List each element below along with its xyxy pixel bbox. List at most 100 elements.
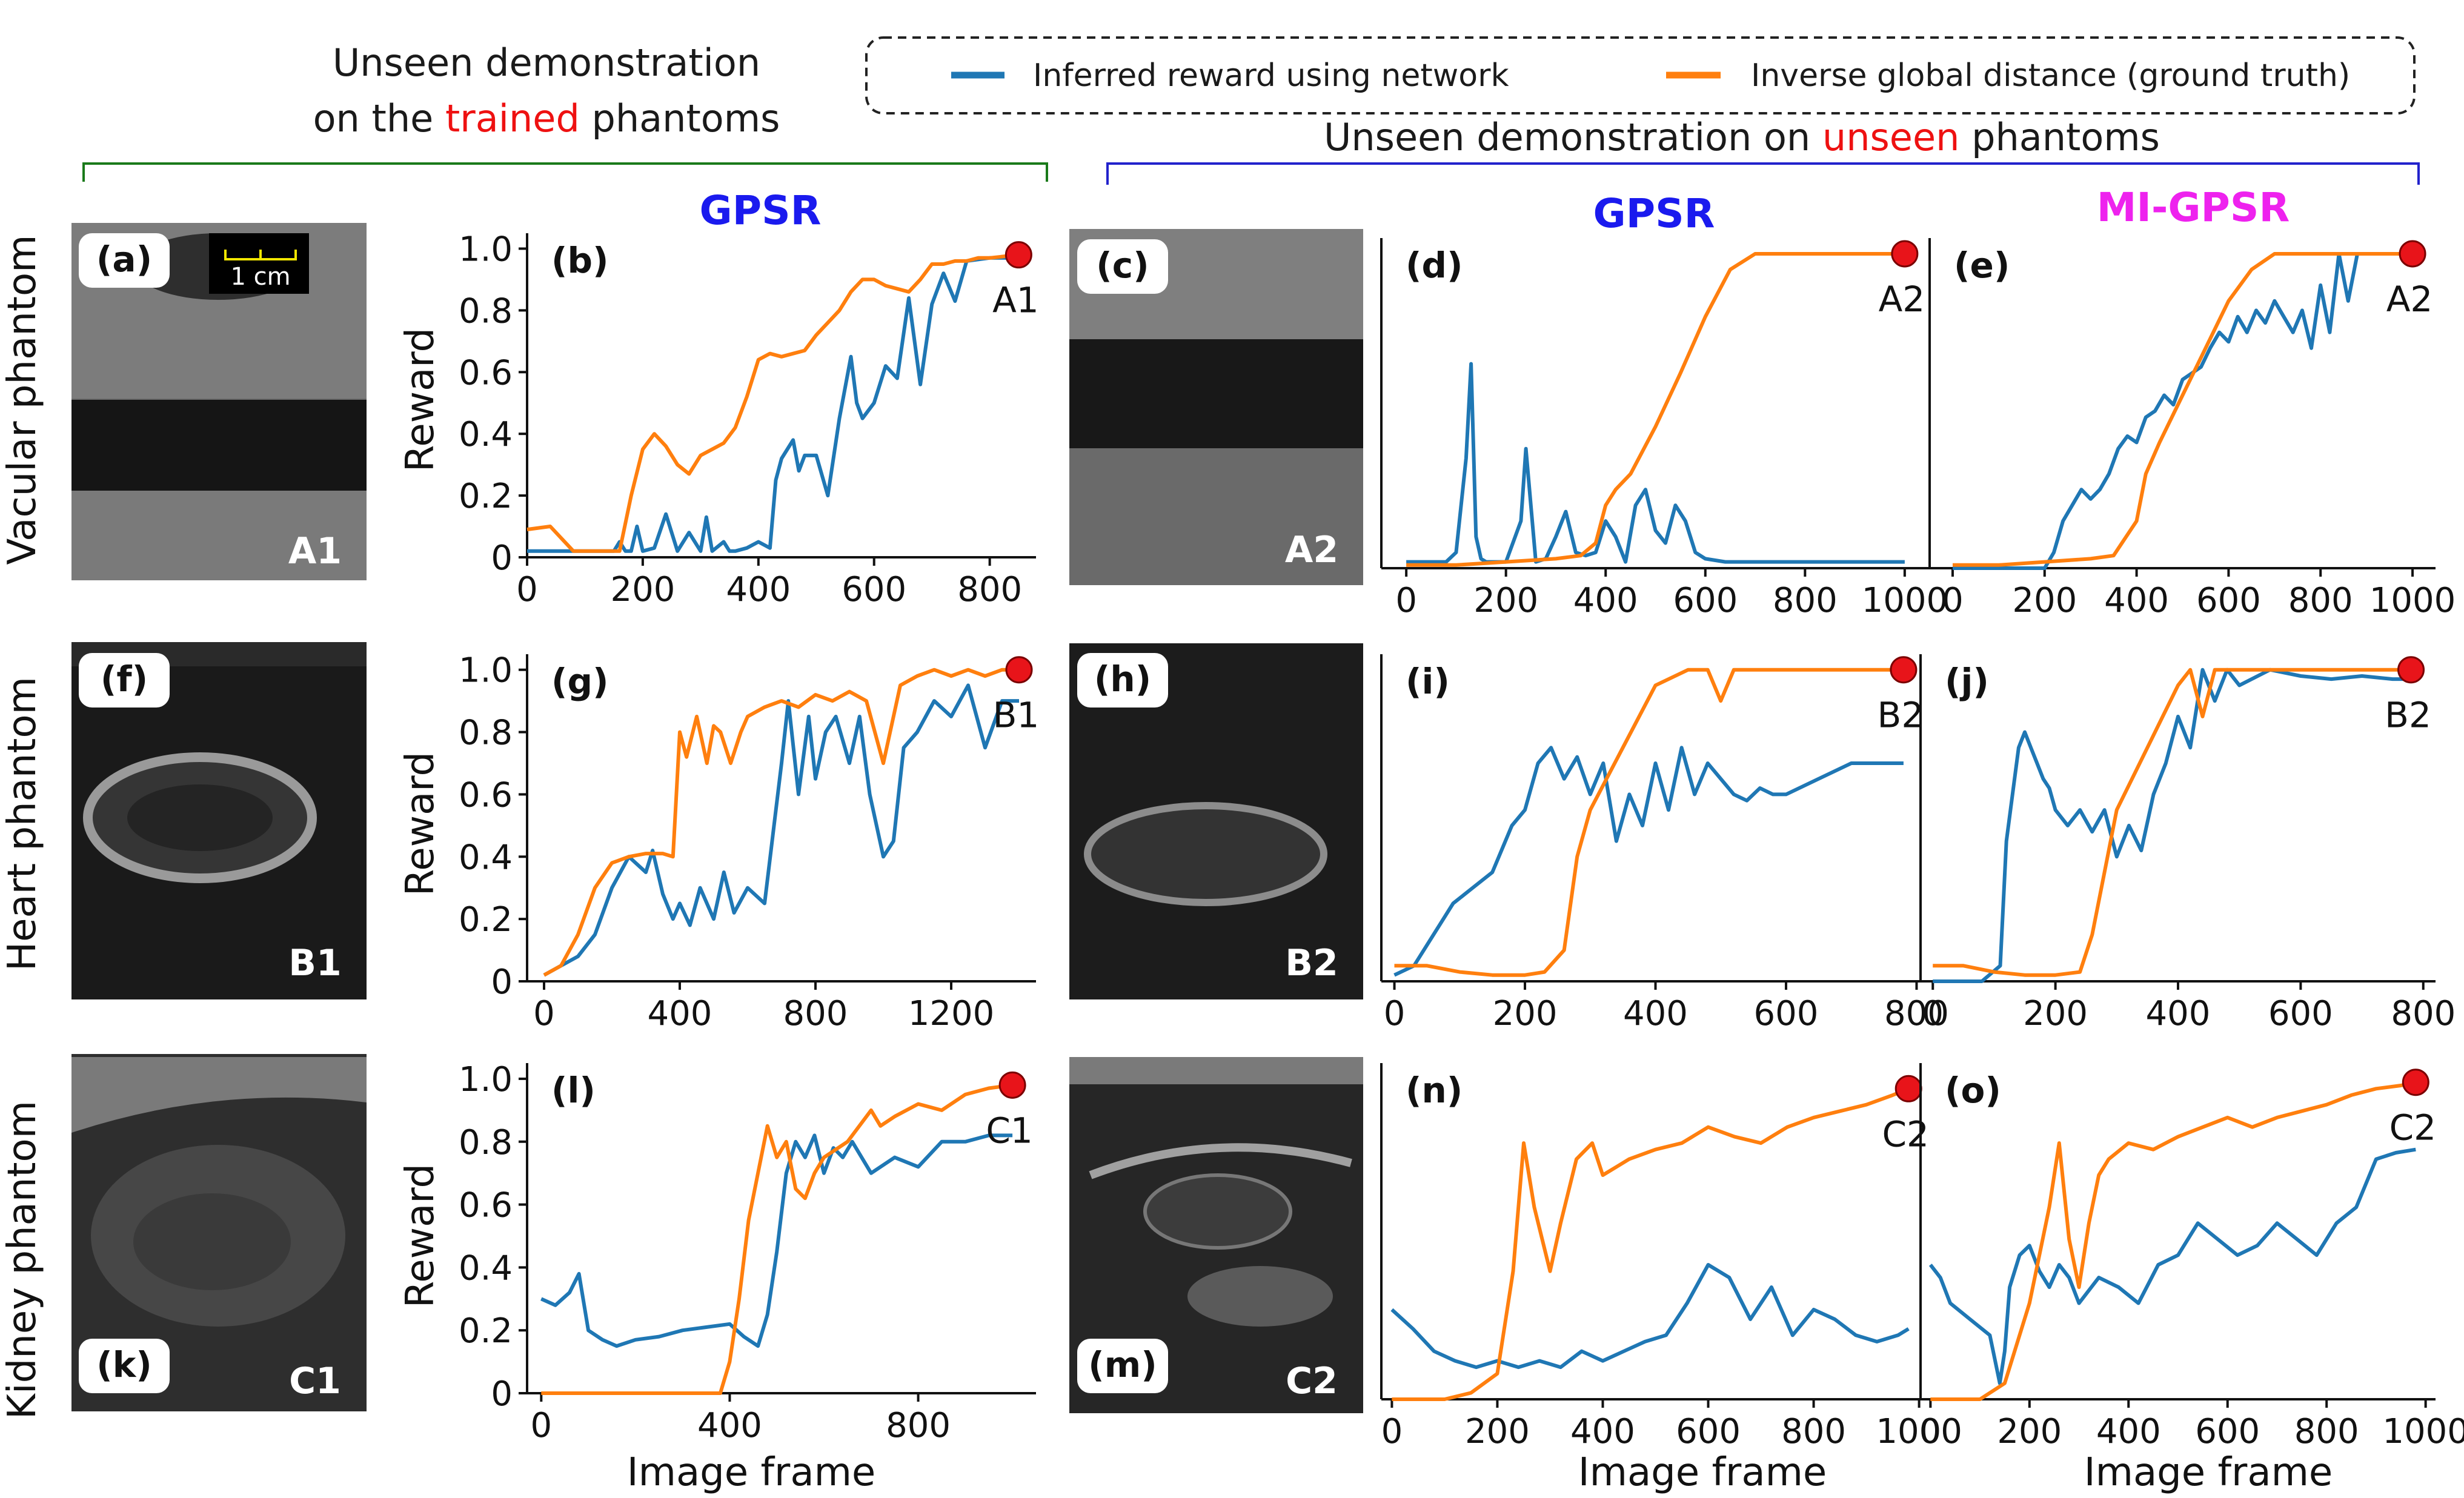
x-tick-label: 1000	[2382, 1412, 2464, 1451]
scalebar-label: 1 cm	[230, 263, 290, 291]
chart-j: 0 200 400 600 800 B2 (j)	[1919, 654, 2456, 1033]
x-tick-label: 200	[610, 570, 675, 609]
y-tick-label: 0.8	[459, 1123, 513, 1162]
x-tick-label: 600	[1673, 581, 1738, 620]
end-label: C1	[986, 1110, 1032, 1151]
xlabel-col1: Image frame	[627, 1450, 876, 1495]
goal-point	[2399, 240, 2426, 268]
image-c: (c) A2	[1069, 229, 1363, 585]
panel-label: (b)	[551, 240, 609, 281]
goal-point	[1894, 1075, 1922, 1102]
x-tick-label: 0	[1922, 994, 1944, 1033]
image-h-tag: B2	[1285, 942, 1338, 984]
column-title-d: GPSR	[1593, 190, 1715, 237]
series-line-blue	[540, 1133, 1013, 1348]
header-right-red: unseen	[1822, 115, 1959, 159]
x-tick-label: 400	[697, 1406, 762, 1445]
x-tick-label: 0	[1920, 1412, 1942, 1451]
y-tick-label: 0.8	[459, 291, 513, 331]
x-tick-label: 1000	[1862, 581, 1948, 620]
series-line-blue	[1390, 1263, 1910, 1370]
image-m-tag: C2	[1286, 1360, 1338, 1402]
y-tick-label: 0.4	[459, 1248, 513, 1288]
panel-label: (g)	[551, 661, 609, 702]
x-tick-label: 0	[1381, 1412, 1403, 1451]
series-line-blue	[1953, 252, 2413, 570]
ylabel-row2: Reward	[398, 752, 443, 896]
x-tick-label: 1200	[908, 994, 995, 1033]
y-tick-label: 0	[491, 1374, 513, 1414]
x-tick-label: 200	[2012, 581, 2077, 620]
y-tick-label: 1.0	[459, 1060, 513, 1099]
x-tick-label: 800	[2391, 994, 2456, 1033]
x-tick-label: 200	[2023, 994, 2088, 1033]
column-title-e: MI-GPSR	[2097, 184, 2290, 231]
end-label: B1	[993, 695, 1040, 736]
x-tick-label: 600	[2196, 581, 2261, 620]
series-line-blue	[543, 683, 1019, 977]
image-c-tag: A2	[1285, 529, 1338, 571]
goal-point	[1005, 241, 1032, 269]
header-left-line1: Unseen demonstration	[333, 41, 760, 85]
x-tick-label: 600	[1676, 1412, 1741, 1451]
panel-label: (e)	[1954, 245, 2010, 286]
image-h: (h) B2	[1069, 643, 1363, 999]
y-tick-label: 0.4	[459, 838, 513, 877]
image-h-panel-label: (h)	[1094, 658, 1151, 700]
x-tick-label: 800	[1884, 994, 1949, 1033]
goal-point	[998, 1071, 1026, 1099]
x-tick-label: 400	[1623, 994, 1688, 1033]
chart-o: 0 200 400 600 800 1000 C2 (o)	[1919, 1063, 2464, 1451]
x-tick-label: 0	[1942, 581, 1964, 620]
x-tick-label: 0	[531, 1406, 553, 1445]
end-label: B2	[1878, 695, 1924, 736]
y-tick-label: 1.0	[459, 651, 513, 691]
panel-label: (n)	[1406, 1070, 1463, 1111]
y-tick-label: 0.6	[459, 353, 513, 393]
x-tick-label: 600	[842, 570, 906, 609]
image-f-tag: B1	[288, 942, 341, 984]
ylabel-row1: Reward	[398, 328, 443, 472]
chart-b: 0 200 400 600 800 0 0.2 0.4 0.6 0.8 1.0 A1 (b)	[459, 230, 1039, 609]
y-tick-label: 0.2	[459, 477, 513, 516]
x-tick-label: 800	[957, 570, 1022, 609]
header-left-red: trained	[445, 96, 580, 141]
series-line-blue	[1928, 1147, 2416, 1385]
series-line-blue	[1406, 362, 1905, 564]
x-tick-label: 200	[1997, 1412, 2062, 1451]
x-tick-label: 400	[648, 994, 712, 1033]
header-right: Unseen demonstration on unseen phantoms	[1324, 115, 2160, 159]
end-label: A1	[992, 280, 1039, 321]
x-tick-label: 600	[2268, 994, 2333, 1033]
series-line-orange	[541, 1083, 1013, 1395]
y-tick-label: 0	[491, 963, 513, 1002]
y-tick-label: 0.2	[459, 900, 513, 940]
panel-label: (i)	[1406, 661, 1450, 702]
y-tick-label: 0.6	[459, 775, 513, 815]
xlabel-col2: Image frame	[1578, 1450, 1827, 1495]
chart-d: 0 200 400 600 800 1000 A2 (d)	[1380, 238, 1948, 620]
series-line-orange	[543, 668, 1019, 977]
image-a: (a) 1 cm A1	[71, 223, 367, 580]
x-tick-label: 400	[2146, 994, 2211, 1033]
series-line-blue	[1393, 746, 1904, 977]
series-line-orange	[1953, 252, 2413, 567]
x-tick-label: 800	[783, 994, 848, 1033]
end-label: A2	[2386, 279, 2433, 320]
x-tick-label: 0	[1384, 994, 1406, 1033]
panel-label: (d)	[1406, 245, 1463, 286]
series-line-orange	[1392, 1087, 1910, 1401]
chart-g: 0 400 800 1200 0 0.2 0.4 0.6 0.8 1.0 B1 (g)	[459, 651, 1039, 1033]
x-tick-label: 800	[1781, 1412, 1846, 1451]
header-left-line2: on the trained phantoms	[313, 96, 780, 141]
goal-point	[1891, 240, 1919, 268]
x-tick-label: 1000	[1876, 1412, 1962, 1451]
chart-i: 0 200 400 600 800 B2 (i)	[1380, 654, 1949, 1033]
x-tick-label: 600	[2195, 1412, 2260, 1451]
panel-label: (j)	[1945, 661, 1989, 702]
legend-blue-label: Inferred reward using network	[1033, 58, 1509, 94]
end-label: C2	[1882, 1113, 1928, 1155]
column-title-b: GPSR	[700, 187, 822, 234]
chart-l: 0 400 800 0 0.2 0.4 0.6 0.8 1.0 C1 (l)	[459, 1060, 1036, 1445]
series-line-orange	[1930, 1080, 2416, 1401]
